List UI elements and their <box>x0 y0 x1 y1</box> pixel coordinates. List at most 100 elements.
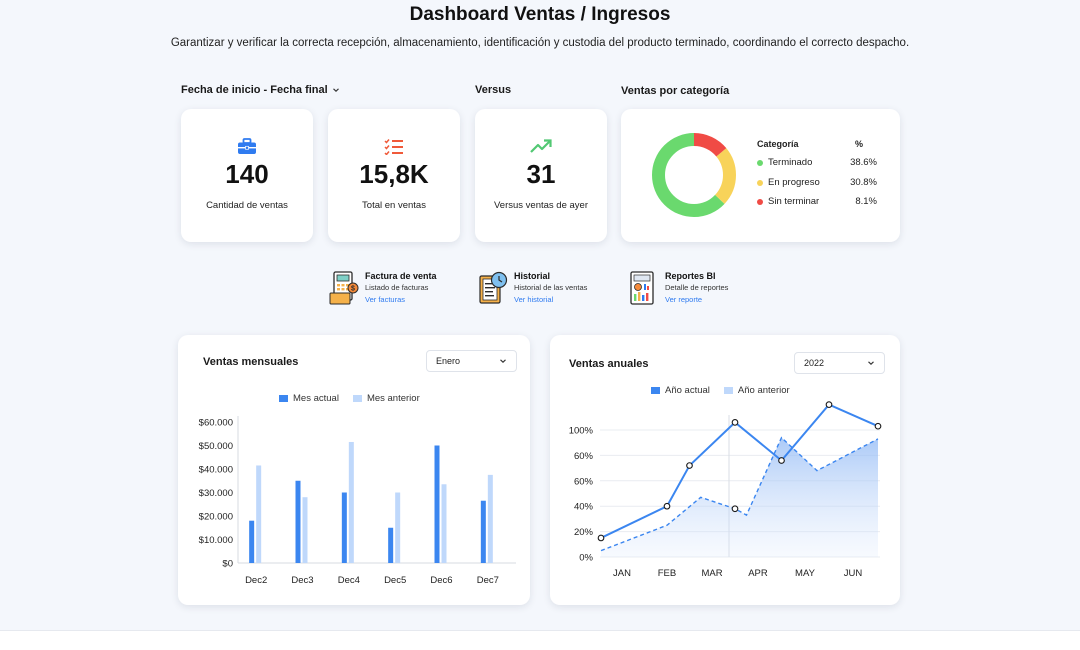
x-tick-label: Dec2 <box>245 575 267 586</box>
kpi-card-sales-count: 140 Cantidad de ventas <box>181 109 313 242</box>
legend-label: Mes actual <box>293 393 339 404</box>
bar-mes-anterior <box>256 465 262 563</box>
legend-dot <box>757 159 763 166</box>
briefcase-icon <box>237 137 257 155</box>
y-tick-label: 0% <box>579 553 593 564</box>
versus-label: Versus <box>475 84 512 96</box>
kpi-caption: Total en ventas <box>362 200 426 211</box>
ver-historial-link[interactable]: Ver historial <box>514 295 554 304</box>
quick-link-history: Historial Historial de las ventas Ver hi… <box>478 271 587 305</box>
quick-link-desc: Detalle de reportes <box>665 283 729 292</box>
legend-swatch <box>352 395 362 402</box>
legend-item-ano-actual: Año actual <box>651 385 710 396</box>
line-ano-anterior <box>600 436 879 552</box>
kpi-value: 31 <box>526 159 556 189</box>
annual-sales-panel: Ventas anuales 2022 Año actual Año anter… <box>550 335 900 605</box>
bar-mes-actual <box>480 500 486 563</box>
legend-label: En progreso <box>768 177 820 188</box>
chevron-down-icon <box>332 88 339 92</box>
quick-link-title: Factura de venta <box>365 271 437 281</box>
y-tick-label: 40% <box>574 502 594 513</box>
point-ano-actual <box>825 401 833 408</box>
y-tick-label: 20% <box>574 527 594 538</box>
month-select-value: Enero <box>436 356 461 366</box>
bar-mes-anterior <box>441 484 447 563</box>
bar-mes-actual <box>249 520 255 563</box>
kpi-card-total-sales: 15,8K Total en ventas <box>328 109 460 242</box>
monthly-legend: Mes actual Mes anterior <box>279 393 420 404</box>
y-tick-label: 60% <box>574 476 594 487</box>
month-select[interactable]: Enero <box>426 350 517 372</box>
y-tick-label: $20.000 <box>199 512 233 523</box>
monthly-sales-title: Ventas mensuales <box>203 356 299 368</box>
legend-item-terminado: Terminado 38.6% <box>757 157 877 168</box>
annual-sales-title: Ventas anuales <box>569 358 649 370</box>
category-section-label: Ventas por categoría <box>621 85 730 97</box>
kpi-value: 140 <box>225 159 269 189</box>
kpi-caption: Cantidad de ventas <box>206 200 288 211</box>
point-ano-actual <box>874 422 882 430</box>
legend-header-category: Categoría <box>757 139 799 149</box>
y-tick-label: $30.000 <box>199 488 233 499</box>
legend-label: Año actual <box>665 385 710 396</box>
date-range-selector[interactable]: Fecha de inicio - Fecha final <box>181 84 340 96</box>
point-ano-actual <box>731 419 739 426</box>
y-tick-label: $60.000 <box>199 418 233 429</box>
legend-swatch <box>723 387 733 394</box>
bar-mes-anterior <box>395 492 401 563</box>
legend-item-mes-actual: Mes actual <box>279 393 339 404</box>
y-tick-label: 60% <box>574 451 594 462</box>
point-ano-actual <box>686 462 693 469</box>
legend-header-pct: % <box>855 139 864 149</box>
x-tick-label: JUN <box>844 568 863 579</box>
quick-link-reports: Reportes BI Detalle de reportes Ver repo… <box>629 271 728 305</box>
legend-item-sin-terminar: Sin terminar 8.1% <box>757 196 877 207</box>
ver-facturas-link[interactable]: Ver facturas <box>365 295 406 304</box>
history-icon <box>479 271 508 304</box>
chevron-down-icon <box>868 361 874 365</box>
legend-label: Año anterior <box>737 385 790 396</box>
point-ano-anterior <box>731 505 739 513</box>
annual-line-chart: 0% 20% 40% 60% 60% 100% JAN FEB MAR APR MAY JUN <box>569 401 882 579</box>
date-range-label: Fecha de inicio - Fecha final <box>181 84 328 96</box>
x-tick-label: MAR <box>701 568 722 579</box>
x-tick-label: FEB <box>658 568 676 579</box>
x-tick-label: Dec3 <box>291 575 313 586</box>
year-select[interactable]: 2022 <box>794 352 885 374</box>
quick-link-invoice: $ Factura de venta Listado de facturas V… <box>329 271 437 305</box>
bar-mes-anterior <box>487 474 493 563</box>
y-tick-label: $0 <box>222 559 233 570</box>
legend-swatch <box>651 387 660 394</box>
x-tick-label: APR <box>748 568 768 579</box>
quick-link-desc: Listado de facturas <box>365 283 429 292</box>
report-icon <box>630 271 654 305</box>
y-tick-label: $40.000 <box>199 465 233 476</box>
point-ano-actual <box>597 534 605 542</box>
area-ano-anterior <box>601 437 878 557</box>
x-tick-label: JAN <box>613 568 631 579</box>
footer-band <box>0 630 1080 650</box>
legend-label: Mes anterior <box>366 393 420 404</box>
bar-mes-actual <box>388 527 394 563</box>
x-tick-label: Dec4 <box>338 575 360 586</box>
legend-item-en-progreso: En progreso 30.8% <box>757 177 877 188</box>
annual-legend: Año actual Año anterior <box>651 385 790 396</box>
legend-item-ano-anterior: Año anterior <box>723 385 790 396</box>
page-title: Dashboard Ventas / Ingresos <box>409 4 671 25</box>
bar-mes-actual <box>434 445 440 563</box>
x-tick-label: MAY <box>795 568 816 579</box>
trend-up-icon <box>530 137 552 155</box>
legend-swatch <box>279 395 288 402</box>
chevron-down-icon <box>500 359 506 363</box>
y-tick-label: $50.000 <box>199 441 233 452</box>
ver-reporte-link[interactable]: Ver reporte <box>665 295 703 304</box>
legend-label: Terminado <box>768 157 813 168</box>
year-select-value: 2022 <box>804 358 825 368</box>
legend-dot <box>757 198 763 205</box>
legend-label: Sin terminar <box>768 196 820 207</box>
y-tick-label: $10.000 <box>199 535 233 546</box>
legend-pct: 8.1% <box>855 196 877 207</box>
svg-text:$: $ <box>351 286 355 293</box>
quick-link-title: Reportes BI <box>665 271 716 281</box>
legend-item-mes-anterior: Mes anterior <box>352 393 420 404</box>
